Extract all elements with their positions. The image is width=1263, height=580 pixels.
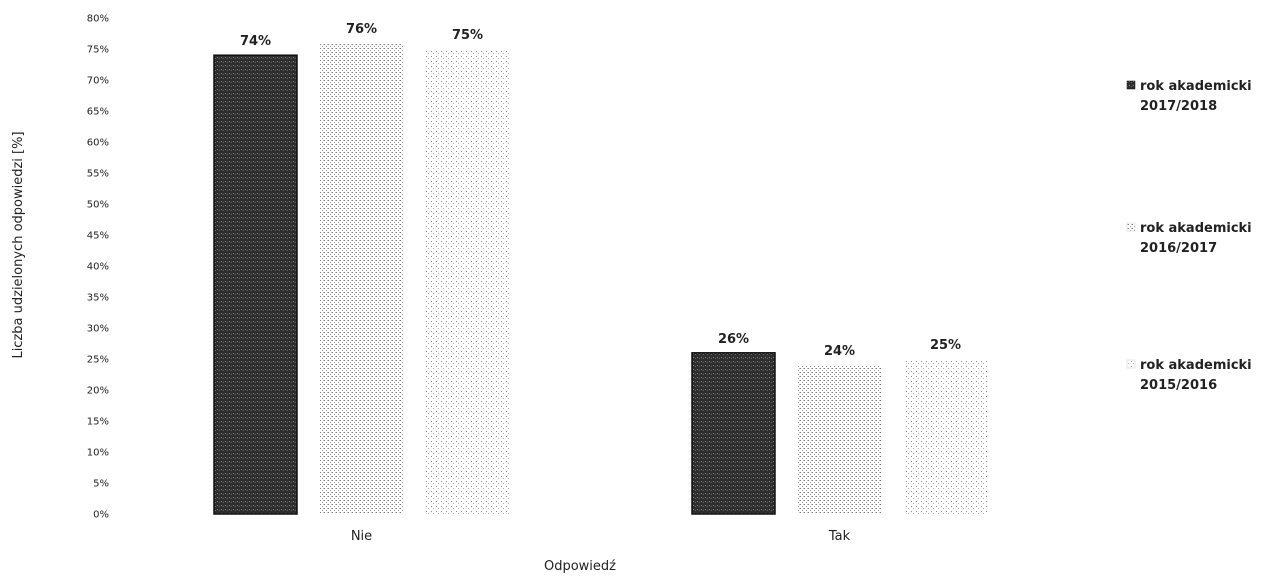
data-label: 25% [930,338,961,353]
y-tick-label: 40% [87,262,109,273]
y-tick-label: 70% [87,76,109,87]
y-tick-label: 25% [87,355,109,366]
x-axis-title: Odpowiedź [544,559,616,574]
legend-swatch [1126,80,1136,90]
data-label: 26% [718,332,749,347]
y-tick-label: 5% [93,479,109,490]
category-labels: Nie Tak [351,529,851,544]
legend-label: 2016/2017 [1140,241,1217,256]
data-label: 75% [452,28,483,43]
x-category-label: Nie [351,529,372,544]
legend-label: rok akademicki [1140,79,1252,94]
bar [904,359,987,514]
y-tick-label: 50% [87,200,109,211]
bar [320,42,403,515]
bar [798,365,881,514]
y-tick-label: 55% [87,169,109,180]
y-axis-title: Liczba udzielonych odpowiedzi [%] [11,131,26,358]
bar [426,49,509,514]
data-label: 74% [240,34,271,49]
bar [213,54,298,515]
x-category-label: Tak [828,529,851,544]
y-tick-label: 10% [87,448,109,459]
legend-label: rok akademicki [1140,221,1252,236]
y-tick-label: 60% [87,138,109,149]
bars [213,42,987,515]
y-tick-label: 35% [87,293,109,304]
data-labels: 74% 76% 75% 26% 24% 25% [240,22,961,359]
legend-label: 2015/2016 [1140,378,1217,393]
y-axis-ticks: 0% 5% 10% 15% 20% 25% 30% 35% 40% 45% 50% 55% 60% 65%… [87,14,109,521]
y-tick-label: 20% [87,386,109,397]
y-tick-label: 65% [87,107,109,118]
y-tick-label: 75% [87,45,109,56]
data-label: 76% [346,22,377,37]
y-tick-label: 80% [87,14,109,25]
data-label: 24% [824,344,855,359]
legend-swatch [1126,359,1136,369]
legend-label: rok akademicki [1140,358,1252,373]
bar [691,352,776,515]
y-tick-label: 0% [93,510,109,521]
y-tick-label: 45% [87,231,109,242]
y-tick-label: 30% [87,324,109,335]
legend: rok akademicki 2017/2018 rok akademicki 201… [1126,79,1252,393]
legend-label: 2017/2018 [1140,99,1217,114]
y-tick-label: 15% [87,417,109,428]
legend-swatch [1126,222,1136,232]
